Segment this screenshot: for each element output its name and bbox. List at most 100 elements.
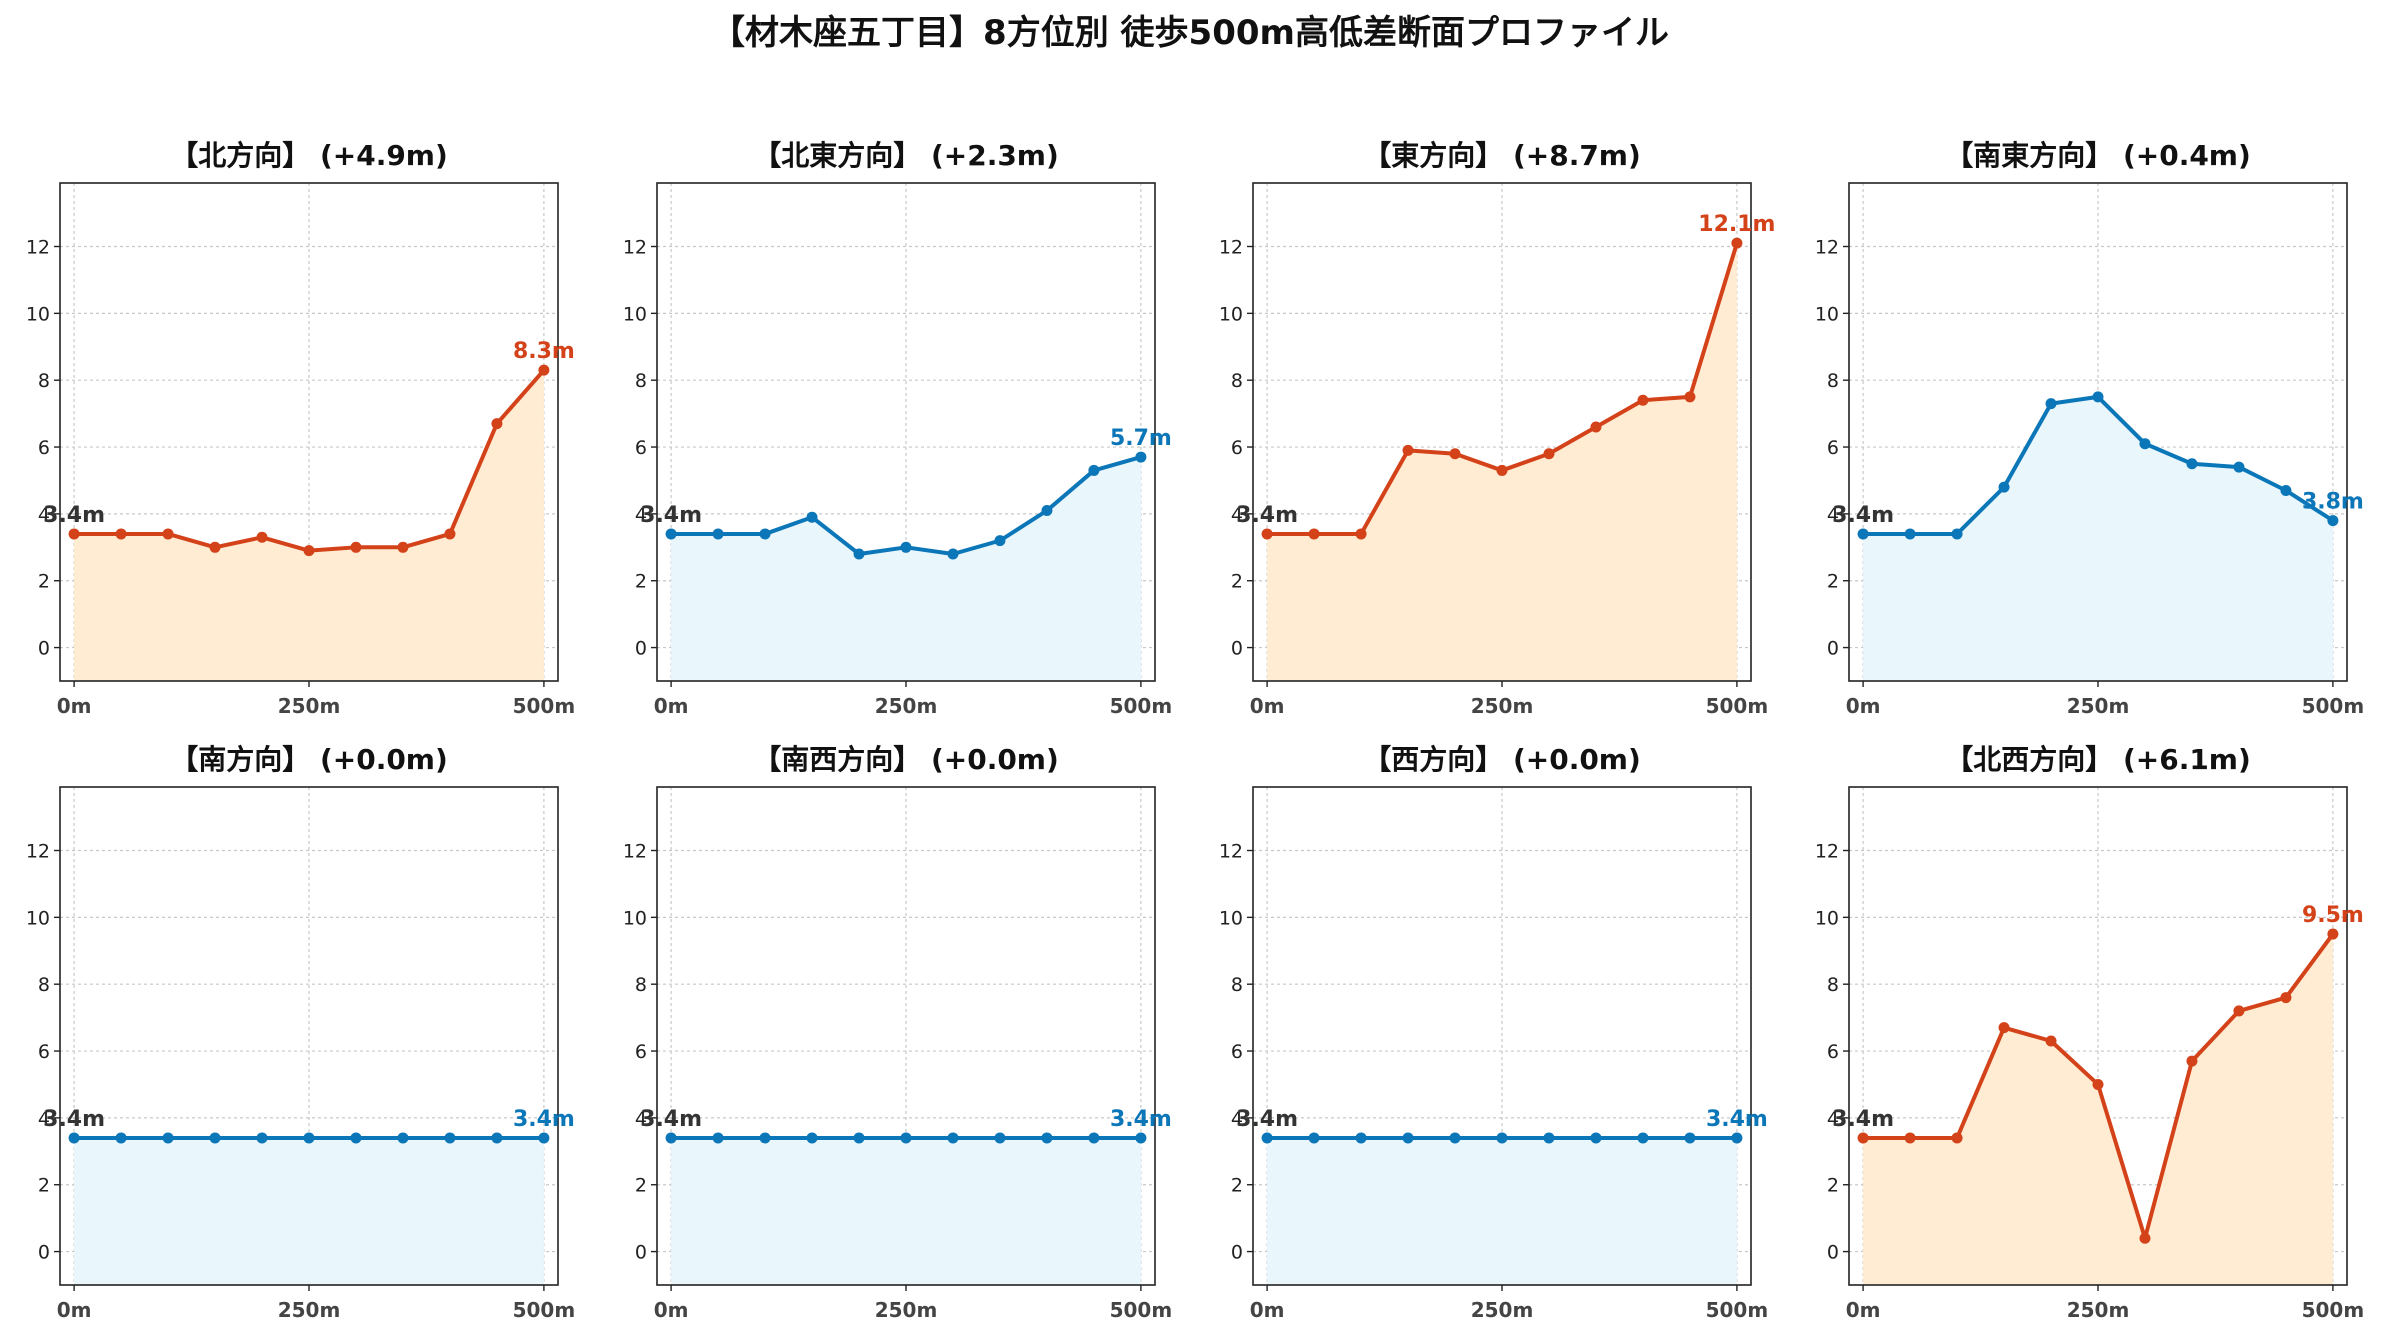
data-point [1543,448,1555,460]
y-tick-label: 6 [1827,1041,1839,1063]
figure-title: 【材木座五丁目】8方位別 徒歩500m高低差断面プロファイル [711,13,1669,53]
data-point [1355,1132,1367,1144]
x-tick-label: 250m [1471,1298,1534,1322]
y-tick-label: 10 [1815,907,1839,929]
y-tick-label: 6 [635,1041,647,1063]
elevation-panel: 【北西方向】 (+6.1m) 0 2 4 6 8 10 12 0m 250m 500m 3.4m 9.5… [1815,743,2364,1322]
data-point [2186,458,2198,470]
elevation-area [1863,934,2333,1285]
data-point [1088,1132,1100,1144]
data-point [1135,1132,1147,1144]
data-point [2327,928,2339,940]
data-point [947,1132,959,1144]
y-tick-label: 12 [1815,237,1839,259]
y-tick-label: 6 [635,437,647,459]
y-tick-label: 2 [1231,571,1243,593]
x-tick-label: 500m [513,694,576,718]
data-point [2139,438,2151,450]
y-tick-label: 2 [635,571,647,593]
y-tick-label: 0 [1231,638,1243,660]
data-point [209,541,221,553]
y-tick-label: 12 [26,237,50,259]
y-tick-label: 10 [26,303,50,325]
elevation-area [671,1137,1141,1285]
data-point [1637,1132,1649,1144]
start-value-label: 3.4m [640,1107,702,1132]
elevation-panel: 【南方向】 (+0.0m) 0 2 4 6 8 10 12 0m 250m 500m 3.4m 3.4m [26,743,575,1322]
data-point [2233,1005,2245,1017]
data-point [2092,1078,2104,1090]
data-point [1951,528,1963,540]
data-point [1998,1022,2010,1034]
y-tick-label: 12 [1219,841,1243,863]
data-point [1449,1132,1461,1144]
y-tick-label: 6 [1231,1041,1243,1063]
x-tick-label: 0m [1250,694,1285,718]
data-point [303,545,315,557]
y-tick-label: 8 [635,370,647,392]
data-point [2092,391,2104,403]
x-tick-label: 500m [1110,694,1173,718]
y-tick-label: 4 [1827,504,1839,526]
data-point [491,418,503,430]
data-point [2280,484,2292,496]
start-value-label: 3.4m [1832,503,1894,528]
y-tick-label: 0 [635,1242,647,1264]
y-tick-label: 2 [38,571,50,593]
panel-title: 【南方向】 (+0.0m) [170,743,448,776]
x-tick-label: 500m [2302,694,2365,718]
data-point [1355,528,1367,540]
elevation-panel: 【東方向】 (+8.7m) 0 2 4 6 8 10 12 0m 250m 500m 3.4m 12.1… [1219,139,1776,718]
data-point [806,1132,818,1144]
data-point [1684,391,1696,403]
x-tick-label: 0m [57,694,92,718]
data-point [2045,398,2057,410]
y-tick-label: 6 [1231,437,1243,459]
data-point [538,1132,550,1144]
y-tick-label: 12 [1815,841,1839,863]
panel-title: 【西方向】 (+0.0m) [1363,743,1641,776]
panel-title: 【東方向】 (+8.7m) [1363,139,1641,172]
y-tick-label: 6 [38,437,50,459]
data-point [1731,237,1743,249]
panel-title: 【北東方向】 (+2.3m) [753,139,1059,172]
y-tick-label: 6 [38,1041,50,1063]
y-tick-label: 0 [1827,1242,1839,1264]
data-point [1041,505,1053,517]
y-tick-label: 4 [38,504,50,526]
y-tick-label: 0 [38,1242,50,1264]
data-point [1402,444,1414,456]
data-point [759,1132,771,1144]
data-point [397,1132,409,1144]
elevation-panel: 【西方向】 (+0.0m) 0 2 4 6 8 10 12 0m 250m 500m 3.4m 3.4m [1219,743,1768,1322]
elevation-panel: 【南西方向】 (+0.0m) 0 2 4 6 8 10 12 0m 250m 500m 3.4m 3.4… [623,743,1172,1322]
data-point [665,1132,677,1144]
data-point [538,364,550,376]
data-point [712,1132,724,1144]
data-point [1261,1132,1273,1144]
start-value-label: 3.4m [1236,503,1298,528]
y-tick-label: 4 [635,504,647,526]
data-point [115,1132,127,1144]
data-point [853,1132,865,1144]
panel-grid: 【北方向】 (+4.9m) 0 2 4 6 8 10 12 0m 250m 500m 3.4m 8.3m… [26,139,2364,1322]
data-point [162,528,174,540]
data-point [712,528,724,540]
data-point [1857,528,1869,540]
y-tick-label: 4 [1231,1108,1243,1130]
x-tick-label: 0m [1846,1298,1881,1322]
data-point [1496,1132,1508,1144]
elevation-area [1267,1137,1737,1285]
end-value-label: 5.7m [1110,426,1172,451]
data-point [1731,1132,1743,1144]
end-value-label: 3.4m [1706,1107,1768,1132]
end-value-label: 9.5m [2302,903,2364,928]
data-point [1088,464,1100,476]
data-point [994,535,1006,547]
panel-title: 【南東方向】 (+0.4m) [1945,139,2251,172]
elevation-panel: 【北東方向】 (+2.3m) 0 2 4 6 8 10 12 0m 250m 500m 3.4m 5.7… [623,139,1172,718]
y-tick-label: 10 [26,907,50,929]
end-value-label: 3.8m [2302,490,2364,515]
y-tick-label: 8 [1827,370,1839,392]
